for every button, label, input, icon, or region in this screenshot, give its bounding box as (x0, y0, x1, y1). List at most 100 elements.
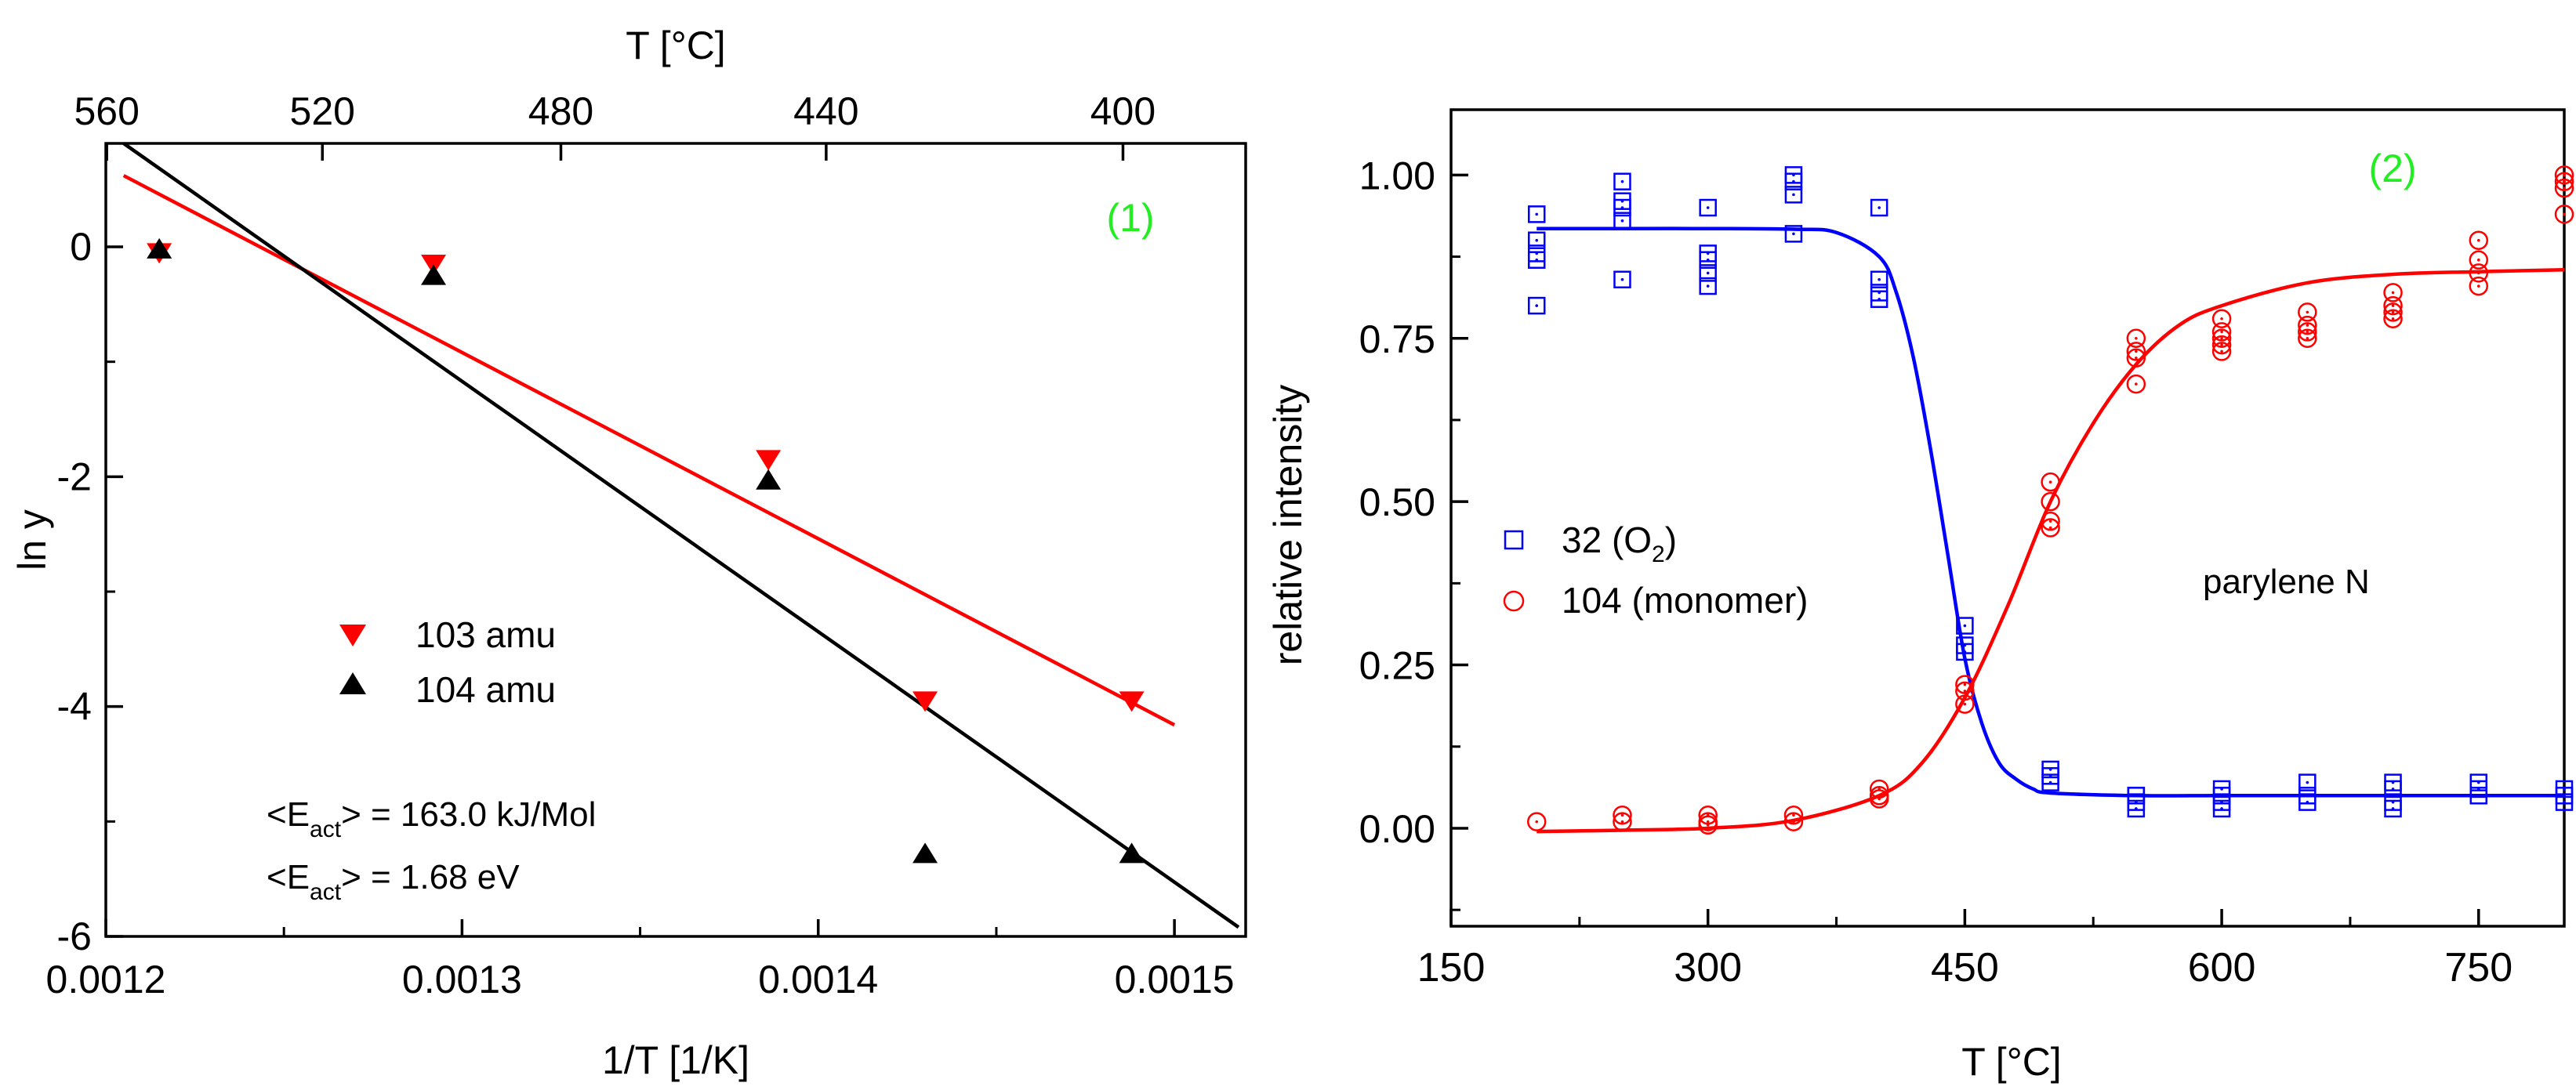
data-point (2383, 309, 2403, 329)
top-tick-label: 400 (1090, 89, 1156, 133)
y-tick-label: 0 (70, 225, 92, 269)
data-point-center (2391, 788, 2395, 791)
data-point-center (1620, 277, 1624, 281)
data-point-center (1620, 219, 1624, 223)
x-tick-label: 750 (2444, 945, 2513, 990)
top-axis-title: T [°C] (626, 24, 725, 67)
fit-curve (1537, 267, 2565, 834)
x-tick-label: 600 (2188, 945, 2256, 990)
data-point-center (1878, 297, 1881, 301)
top-tick-label: 440 (793, 89, 858, 133)
data-point (2384, 799, 2402, 818)
data-point-center (1792, 193, 1795, 197)
data-point (1783, 806, 1804, 825)
data-point (1699, 277, 1717, 295)
data-point (1527, 205, 1546, 223)
data-points (147, 237, 1145, 864)
data-point-center (2220, 794, 2223, 798)
data-point (1119, 691, 1145, 712)
activation-energy-ev: <Eact> = 1.68 eV (267, 858, 520, 905)
data-point-center (2220, 807, 2223, 810)
data-point-center (2563, 186, 2566, 190)
data-point (2469, 276, 2489, 296)
data-point-center (2220, 317, 2223, 320)
data-point-center (2563, 173, 2566, 177)
data-point (1784, 225, 1803, 243)
data-point-center (1535, 820, 1539, 824)
data-point (2041, 472, 2060, 492)
y-tick-label: -6 (57, 914, 92, 958)
x-tick-label: 300 (1674, 945, 1742, 990)
x-tick-label: 0.0012 (46, 958, 166, 1001)
data-point-center (1706, 252, 1710, 255)
data-point-center (1706, 206, 1710, 209)
plot-frame (1449, 108, 2566, 928)
data-point (1527, 296, 1546, 315)
y-tick-label: 0.50 (1359, 480, 1435, 524)
legend-label-103-amu: 103 amu (415, 614, 556, 655)
data-point-center (1878, 797, 1881, 801)
y-tick-label: 0.75 (1359, 317, 1435, 361)
fit-line (122, 174, 1176, 727)
data-point (2383, 302, 2403, 322)
data-point-center (2391, 310, 2395, 314)
data-point (756, 450, 782, 471)
data-point-center (2135, 336, 2138, 340)
data-point (2041, 767, 2059, 785)
data-point-center (2476, 284, 2480, 288)
data-point (912, 842, 938, 864)
data-point (1955, 694, 1975, 714)
data-point-center (1535, 304, 1539, 307)
x-tick-label: 0.0013 (402, 958, 522, 1001)
data-point (1613, 192, 1631, 210)
data-point (1526, 812, 1547, 831)
x-tick-label: 150 (1417, 945, 1486, 990)
data-point-center (2220, 349, 2223, 353)
data-point (1119, 842, 1145, 864)
x-tick-label: 0.0015 (1115, 958, 1235, 1001)
data-point (2127, 787, 2146, 805)
data-point (1613, 172, 1631, 190)
data-point-center (1706, 271, 1710, 275)
data-point (1956, 617, 1974, 635)
data-point (2126, 328, 2146, 349)
data-point (2126, 374, 2146, 394)
data-point (1955, 681, 1975, 701)
data-point-center (1620, 179, 1624, 183)
legend-marker-103-amu (339, 625, 366, 646)
tick-marks: 0.0012 0.0013 0.0014 0.0015 0 -2 -4 -6 560 520 480… (46, 89, 1235, 1001)
data-point (1956, 643, 1974, 661)
data-point-center (1792, 820, 1795, 824)
data-point (1699, 198, 1717, 217)
y-axis-title: ln y (10, 509, 54, 570)
data-point (147, 237, 172, 259)
data-point (1783, 812, 1804, 831)
sample-annotation: parylene N (2203, 563, 2370, 601)
data-point-center (2476, 271, 2480, 275)
data-point (2211, 309, 2232, 329)
data-point (2554, 205, 2574, 224)
data-point (2298, 315, 2317, 335)
data-point-center (2048, 520, 2052, 523)
data-point (2211, 335, 2232, 355)
data-points (1526, 165, 2574, 835)
data-point-center (2563, 212, 2566, 216)
data-point (2041, 491, 2060, 512)
y-tick-label: -2 (57, 454, 92, 498)
data-point-center (1792, 813, 1795, 817)
data-point-center (1878, 206, 1881, 209)
y-axis-title: relative intensity (1266, 385, 1310, 666)
y-tick-label: 0.00 (1359, 807, 1435, 851)
x-tick-label: 0.0014 (758, 958, 878, 1001)
data-point-center (2306, 336, 2309, 340)
data-point-center (1963, 650, 1967, 654)
y-tick-label: 1.00 (1359, 154, 1435, 197)
legend-label-monomer: 104 (monomer) (1562, 580, 1808, 621)
data-point (2554, 178, 2574, 198)
top-tick-label: 520 (290, 89, 355, 133)
tick-marks: 150 300 450 600 750 0.00 0.25 0.50 0.75 1.00 (1359, 154, 2513, 990)
data-point (1870, 270, 1888, 288)
data-point (912, 691, 938, 712)
data-point (2127, 799, 2146, 818)
data-point (2555, 787, 2574, 805)
